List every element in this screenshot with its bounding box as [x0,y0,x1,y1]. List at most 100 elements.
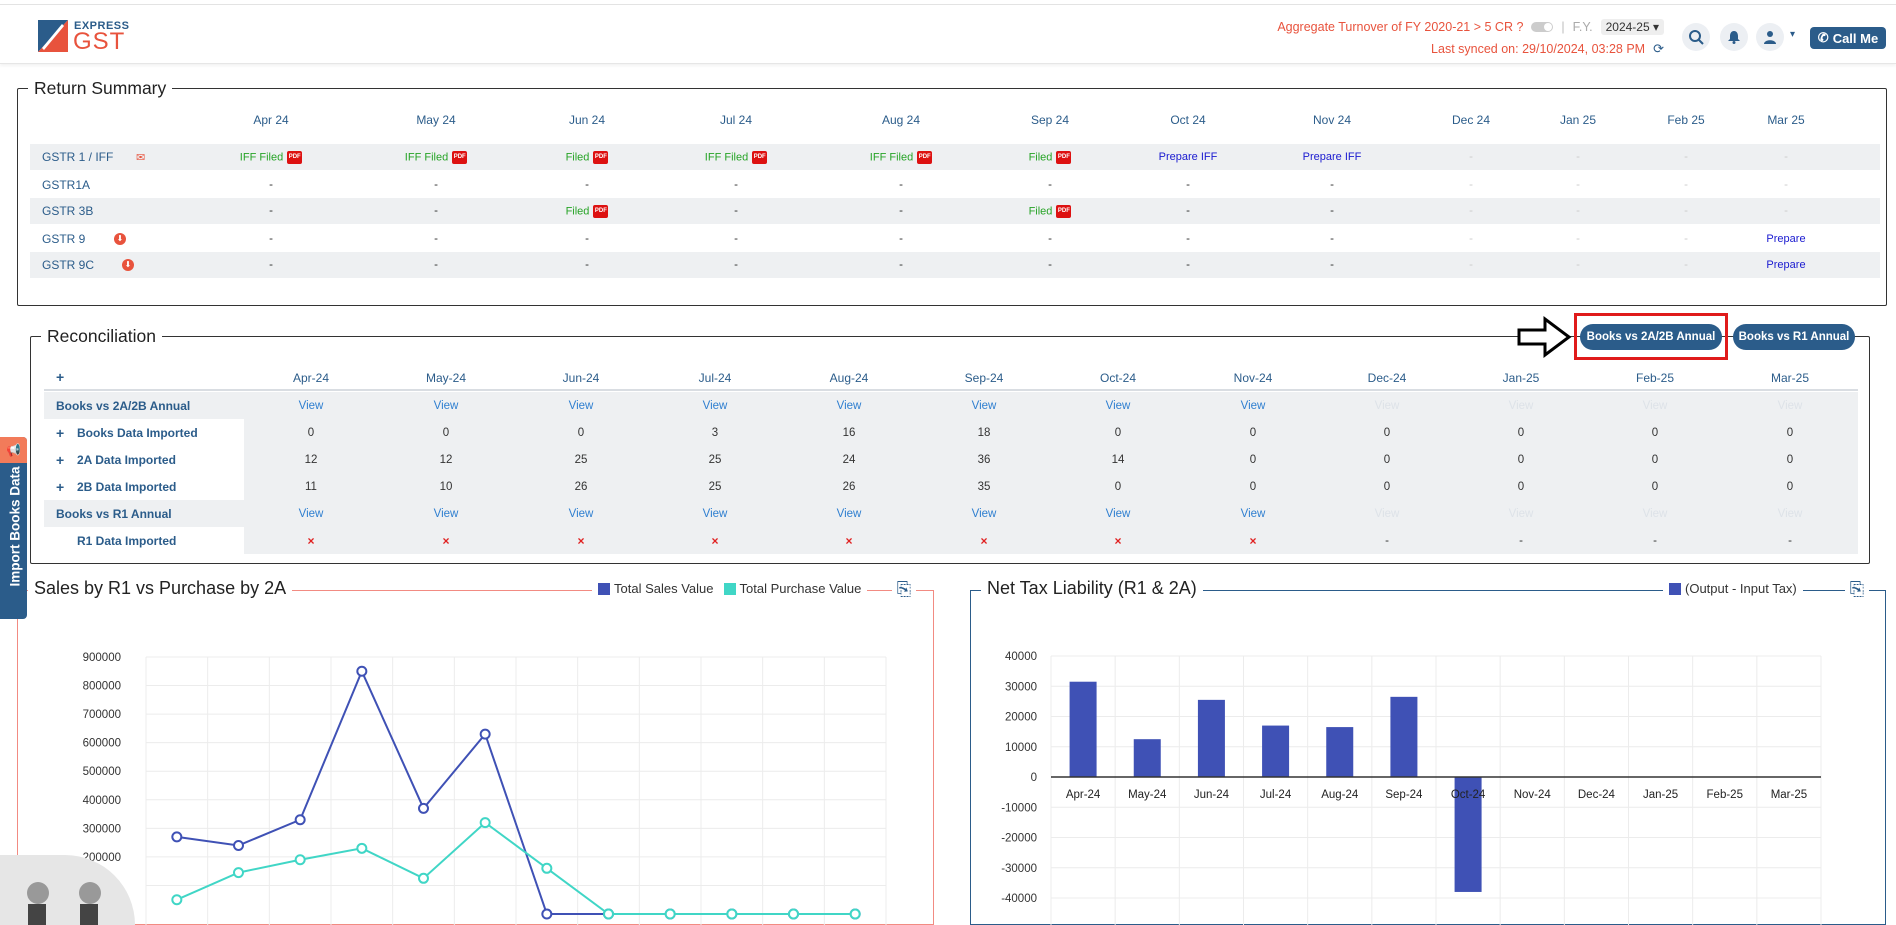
bar[interactable] [1133,739,1161,777]
return-cell: - [841,259,961,271]
view-link[interactable]: View [568,399,594,412]
pdf-icon[interactable]: PDF [593,150,609,164]
turnover-toggle[interactable] [1531,22,1554,32]
expand-all-icon[interactable]: + [56,369,65,385]
view-link[interactable]: View [298,399,324,412]
return-row-label[interactable]: GSTR 9 [42,232,86,246]
view-link[interactable]: View [1105,399,1131,412]
data-point[interactable] [726,908,738,920]
view-link[interactable]: View [433,399,459,412]
return-row-label[interactable]: GSTR 1 / IFF [42,150,114,164]
view-link[interactable]: View [971,399,997,412]
return-cell: - [1272,179,1392,191]
bell-icon[interactable] [1720,23,1748,51]
view-link[interactable]: View [1240,507,1266,520]
return-cell-text: - [1048,233,1052,245]
legend-label-tax[interactable]: (Output - Input Tax) [1685,581,1797,596]
data-point[interactable] [171,894,183,906]
return-cell[interactable]: Prepare IFF [1128,151,1248,163]
data-point[interactable] [849,908,861,920]
search-icon[interactable] [1682,23,1710,51]
expand-row-icon[interactable]: + [56,424,65,441]
download-icon[interactable]: ⬇ [122,259,134,271]
user-menu-chevron-icon[interactable]: ▾ [1790,29,1796,40]
logo[interactable]: EXPRESS GST [38,17,138,55]
sales-chart-title: Sales by R1 vs Purchase by 2A [28,578,293,599]
return-cell: Filed PDF [527,204,647,218]
view-link[interactable]: View [836,507,862,520]
return-cell-text: - [1684,151,1688,163]
legend-label-purchase[interactable]: Total Purchase Value [739,581,862,596]
bar[interactable] [1326,727,1354,777]
pdf-icon[interactable]: PDF [287,150,303,164]
view-link[interactable]: View [298,507,324,520]
data-point[interactable] [294,814,306,826]
return-cell: - [376,259,496,271]
import-books-data-tab[interactable]: 📢 Import Books Data [0,437,27,619]
data-point[interactable] [356,842,368,854]
return-row-label[interactable]: GSTR 9C [42,258,95,272]
view-link[interactable]: View [702,507,728,520]
return-cell-text[interactable]: Prepare IFF [1302,151,1362,163]
data-point[interactable] [418,802,429,814]
view-link[interactable]: View [971,507,997,520]
view-link[interactable]: View [433,507,459,520]
legend-label-sales[interactable]: Total Sales Value [614,581,714,596]
return-cell-text: - [899,205,903,217]
pdf-icon[interactable]: PDF [1056,150,1072,164]
pdf-icon[interactable]: PDF [1056,204,1072,218]
data-point[interactable] [171,831,183,843]
fy-label: F.Y. [1572,20,1593,34]
view-link[interactable]: View [568,507,594,520]
books-vs-r1-annual-button[interactable]: Books vs R1 Annual [1733,324,1855,350]
return-cell[interactable]: Prepare IFF [1272,151,1392,163]
view-link[interactable]: View [836,399,862,412]
view-link[interactable]: View [1240,399,1266,412]
return-cell-text[interactable]: Prepare [1766,259,1806,271]
books-vs-2a2b-annual-button[interactable]: Books vs 2A/2B Annual [1580,324,1722,350]
return-cell[interactable]: Prepare [1726,259,1846,271]
export-icon[interactable]: ⎘ [892,577,916,601]
data-point[interactable] [541,908,553,920]
data-point[interactable] [233,839,244,851]
data-point[interactable] [788,908,799,920]
view-link[interactable]: View [1105,507,1131,520]
data-point[interactable] [664,908,676,920]
pdf-icon[interactable]: PDF [752,150,768,164]
bar[interactable] [1069,681,1097,777]
data-point[interactable] [233,867,244,879]
return-cell[interactable]: Prepare [1726,233,1846,245]
data-point[interactable] [541,862,553,874]
pdf-icon[interactable]: PDF [917,150,933,164]
pdf-icon[interactable]: PDF [452,150,468,164]
return-row-label[interactable]: GSTR 3B [42,204,94,218]
expand-row-icon[interactable]: + [56,451,65,468]
bar[interactable] [1390,696,1418,777]
data-point[interactable] [418,872,429,884]
bar[interactable] [1262,725,1290,777]
y-tick-label: 400000 [83,795,121,807]
data-point[interactable] [294,854,306,866]
data-point[interactable] [479,817,491,829]
bar[interactable] [1454,777,1482,892]
help-figures-image[interactable] [0,855,135,925]
data-point[interactable] [603,908,614,920]
download-icon[interactable]: ⬇ [114,233,126,245]
fy-select[interactable]: 2024-25 ▾ [1600,19,1664,35]
mail-icon[interactable]: ✉ [136,151,146,164]
user-icon[interactable] [1756,23,1784,51]
view-link[interactable]: View [702,399,728,412]
sync-icon[interactable]: ⟳ [1653,41,1664,56]
return-row-label[interactable]: GSTR1A [42,178,91,192]
count-cell: 14 [1111,453,1125,466]
bar[interactable] [1197,699,1225,777]
pdf-icon[interactable]: PDF [593,204,609,218]
data-point[interactable] [356,665,368,677]
data-point[interactable] [479,728,491,740]
call-me-button[interactable]: ✆ Call Me [1810,27,1886,49]
return-cell-text[interactable]: Prepare IFF [1158,151,1218,163]
return-cell-text[interactable]: Prepare [1766,233,1806,245]
x-tick-label: Feb-25 [1707,789,1743,801]
export-icon[interactable]: ⎘ [1845,577,1869,601]
expand-row-icon[interactable]: + [56,478,65,495]
